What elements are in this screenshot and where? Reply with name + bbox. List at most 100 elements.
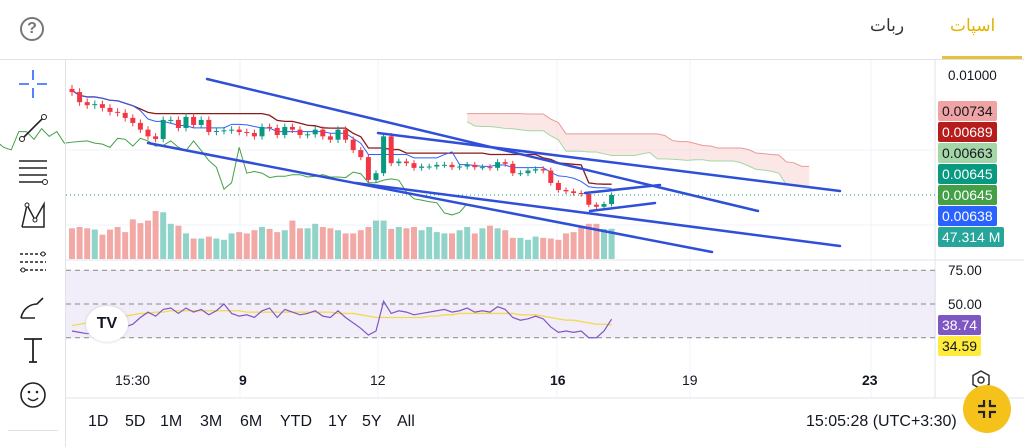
volume-bar — [145, 220, 151, 259]
candle — [84, 102, 90, 106]
volume-bar — [335, 230, 341, 259]
crosshair-icon[interactable] — [17, 68, 49, 100]
range-1m[interactable]: 1M — [160, 413, 183, 430]
question-circle-icon[interactable]: ? — [20, 17, 44, 41]
candle — [510, 163, 516, 174]
candle — [168, 119, 174, 121]
volume-bar — [487, 225, 493, 259]
volume-bar — [357, 230, 364, 259]
volume-bar — [441, 233, 448, 259]
range-5y[interactable]: 5Y — [362, 413, 382, 430]
volume-bar — [373, 220, 379, 259]
trendlines[interactable] — [146, 77, 842, 254]
range-all[interactable]: All — [397, 413, 415, 430]
candle — [517, 173, 523, 175]
range-ytd[interactable]: YTD — [280, 413, 312, 430]
candle — [533, 169, 539, 171]
volume-bar — [259, 227, 265, 259]
candle — [563, 189, 569, 192]
volume-bar — [289, 220, 296, 259]
candle — [593, 204, 599, 207]
range-1d[interactable]: 1D — [88, 413, 109, 430]
candle — [320, 129, 326, 137]
trendline[interactable] — [588, 201, 657, 213]
volume-bar — [517, 237, 524, 259]
volume-bar — [266, 228, 273, 259]
candle — [327, 136, 333, 140]
trendline-icon[interactable] — [17, 112, 49, 144]
candle — [115, 111, 121, 113]
volume-bar — [327, 228, 334, 259]
volume-bar — [593, 223, 600, 259]
fullscreen-exit-button[interactable] — [963, 385, 1011, 433]
candle — [122, 112, 128, 118]
price-label: 0.00663 — [938, 143, 997, 163]
volume-bar — [205, 236, 212, 259]
emoji-icon[interactable] — [17, 379, 49, 411]
candle — [137, 122, 143, 130]
trendline[interactable] — [146, 141, 714, 254]
leading-span-a — [466, 121, 810, 187]
candle — [457, 166, 463, 168]
candle — [350, 139, 356, 151]
candle — [160, 119, 166, 140]
trendline[interactable] — [376, 131, 842, 193]
tab-robot[interactable]: ربات — [870, 16, 905, 35]
candle — [479, 167, 485, 169]
lagging-span — [0, 127, 468, 216]
volume-bar — [84, 228, 91, 259]
trendline[interactable] — [583, 183, 662, 195]
volume-bar — [69, 228, 75, 259]
volume-bar — [274, 232, 281, 259]
candle — [540, 169, 546, 171]
volume-bar — [228, 233, 235, 259]
volume-bar — [608, 228, 615, 259]
brush-icon[interactable] — [17, 292, 49, 324]
candle — [297, 129, 303, 136]
candle — [153, 136, 159, 140]
tradingview-logo[interactable]: TV — [86, 306, 128, 342]
volume-bar — [525, 239, 531, 259]
price-label: 0.00689 — [938, 122, 997, 142]
price-label: 0.00645 — [938, 164, 997, 184]
volume-bar — [99, 234, 106, 259]
range-1y[interactable]: 1Y — [328, 413, 348, 430]
candle — [525, 170, 531, 174]
candle — [396, 161, 402, 164]
volume-bar — [464, 227, 471, 259]
prediction-icon[interactable] — [17, 246, 49, 278]
candle — [274, 127, 280, 136]
volume-bar — [312, 223, 319, 259]
fib-retracement-icon[interactable] — [17, 156, 49, 188]
candle — [472, 164, 478, 168]
candle — [251, 132, 257, 137]
rsi-line — [71, 299, 613, 339]
candle — [221, 130, 227, 132]
tab-spot[interactable]: اسپات — [950, 16, 996, 35]
trendline[interactable] — [354, 181, 842, 248]
range-6m[interactable]: 6M — [240, 413, 263, 430]
candle — [365, 157, 371, 180]
candle — [601, 204, 607, 207]
volume-bar — [555, 239, 562, 259]
candle — [571, 191, 577, 193]
candle — [426, 166, 432, 168]
candle — [206, 119, 212, 132]
volume-bar — [129, 219, 136, 259]
candle — [259, 126, 265, 137]
volume-bar — [319, 227, 326, 259]
text-icon[interactable] — [17, 334, 49, 366]
pattern-icon[interactable] — [17, 200, 49, 232]
candle — [183, 116, 189, 128]
candle — [107, 107, 113, 112]
candle — [388, 136, 394, 164]
rsi-tick: 75.00 — [948, 263, 982, 278]
volume-bar — [297, 228, 303, 259]
volume-bar — [380, 220, 387, 259]
range-3m[interactable]: 3M — [200, 413, 223, 430]
clock-timezone[interactable]: 15:05:28 (UTC+3:30) — [806, 413, 957, 430]
volume-bar — [198, 238, 205, 259]
candle — [145, 129, 151, 137]
range-5d[interactable]: 5D — [125, 413, 146, 430]
